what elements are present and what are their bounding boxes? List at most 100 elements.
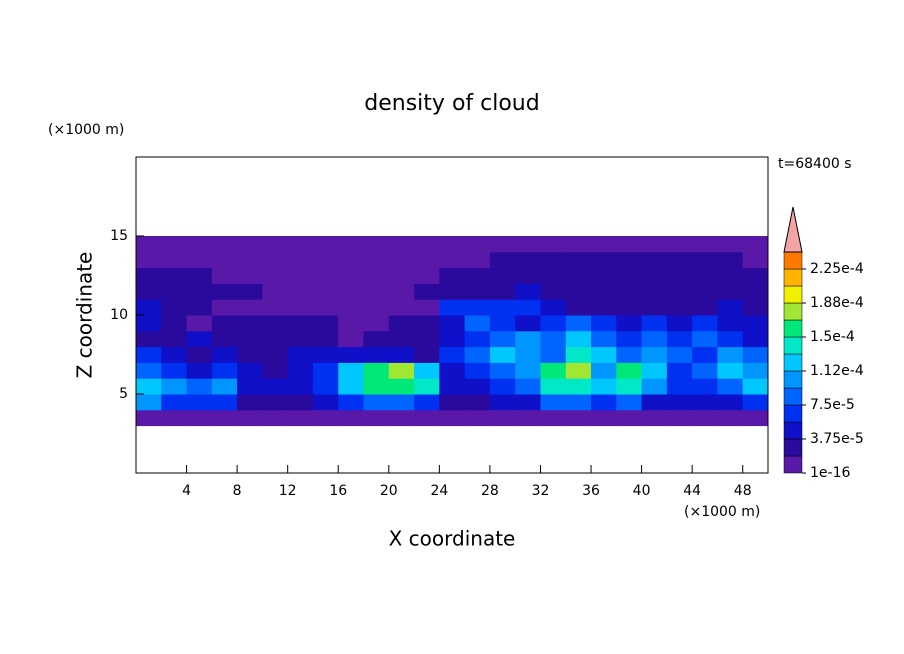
field-cell — [136, 267, 162, 284]
field-cell — [666, 267, 693, 284]
field-cell — [616, 378, 643, 395]
field-cell — [591, 267, 617, 284]
field-cell — [540, 299, 567, 316]
field-cell — [591, 299, 617, 316]
field-cell — [186, 362, 213, 379]
field-cell — [262, 346, 289, 363]
field-cell — [414, 394, 440, 411]
field-cell — [616, 409, 643, 427]
colorbar-band — [783, 302, 803, 321]
field-cell — [363, 283, 390, 300]
field-cell — [237, 409, 263, 427]
field-cell — [161, 330, 188, 348]
field-cell — [338, 236, 365, 253]
field-cell — [616, 299, 643, 316]
colorbar-tick-label: 1.12e-4 — [810, 363, 864, 379]
field-cell — [363, 251, 390, 269]
field-cell — [136, 409, 162, 427]
field-cell — [515, 315, 541, 332]
field-cell — [464, 299, 491, 316]
field-cell — [237, 251, 263, 269]
colorbar-band — [783, 285, 803, 304]
field-cell — [692, 394, 718, 411]
y-tick-label: 10 — [110, 307, 128, 323]
y-tick-label: 15 — [110, 228, 128, 244]
field-cell — [540, 251, 567, 269]
field-cell — [540, 394, 567, 411]
field-cell — [338, 346, 365, 363]
field-cell — [742, 362, 769, 379]
y-unit: (×1000 m) — [48, 122, 124, 138]
field-cell — [591, 251, 617, 269]
field-cell — [414, 315, 440, 332]
field-cell — [439, 267, 466, 284]
field-cell — [666, 409, 693, 427]
field-cell — [641, 236, 668, 253]
field-cell — [211, 315, 238, 332]
field-cell — [666, 236, 693, 253]
field-cell — [186, 251, 213, 269]
field-cell — [666, 330, 693, 348]
field-cell — [388, 346, 415, 363]
field-cell — [237, 362, 263, 379]
field-cell — [489, 315, 516, 332]
field-cell — [464, 394, 491, 411]
field-cell — [136, 315, 162, 332]
field-cell — [742, 378, 769, 395]
field-cell — [136, 251, 162, 269]
field-cell — [565, 378, 592, 395]
field-cell — [186, 330, 213, 348]
x-tick-label: 20 — [380, 483, 398, 499]
field-cell — [388, 236, 415, 253]
field-cell — [414, 299, 440, 316]
field-cell — [717, 330, 744, 348]
field-cell — [717, 251, 744, 269]
field-cell — [388, 394, 415, 411]
field-cell — [439, 409, 466, 427]
field-cell — [489, 236, 516, 253]
field-cell — [237, 346, 263, 363]
field-cell — [363, 330, 390, 348]
field-cell — [742, 236, 769, 253]
field-cell — [742, 299, 769, 316]
x-tick-label: 24 — [430, 483, 448, 499]
field-cell — [414, 251, 440, 269]
field-cell — [262, 315, 289, 332]
field-cell — [338, 378, 365, 395]
field-cell — [717, 362, 744, 379]
field-cell — [211, 299, 238, 316]
field-cell — [363, 236, 390, 253]
field-cell — [641, 330, 668, 348]
field-cell — [237, 236, 263, 253]
field-cell — [641, 394, 668, 411]
field-cell — [616, 315, 643, 332]
field-cell — [161, 267, 188, 284]
field-cell — [287, 299, 314, 316]
field-cell — [692, 236, 718, 253]
field-cell — [186, 267, 213, 284]
field-cell — [464, 330, 491, 348]
field-cell — [464, 236, 491, 253]
field-cell — [414, 330, 440, 348]
field-cell — [717, 283, 744, 300]
field-cell — [591, 330, 617, 348]
field-cell — [565, 330, 592, 348]
colorbar-band — [783, 387, 803, 406]
field-cell — [489, 394, 516, 411]
field-cell — [616, 267, 643, 284]
x-unit: (×1000 m) — [684, 504, 760, 520]
x-tick-label: 4 — [182, 483, 191, 499]
field-cell — [136, 378, 162, 395]
field-cell — [591, 409, 617, 427]
field-cell — [363, 346, 390, 363]
field-cell — [287, 362, 314, 379]
field-cell — [565, 283, 592, 300]
field-cell — [540, 346, 567, 363]
field-cell — [641, 362, 668, 379]
x-tick-label: 44 — [683, 483, 701, 499]
field-cell — [363, 378, 390, 395]
field-cell — [591, 394, 617, 411]
field-cell — [489, 346, 516, 363]
field-cell — [338, 299, 365, 316]
field-cell — [262, 267, 289, 284]
